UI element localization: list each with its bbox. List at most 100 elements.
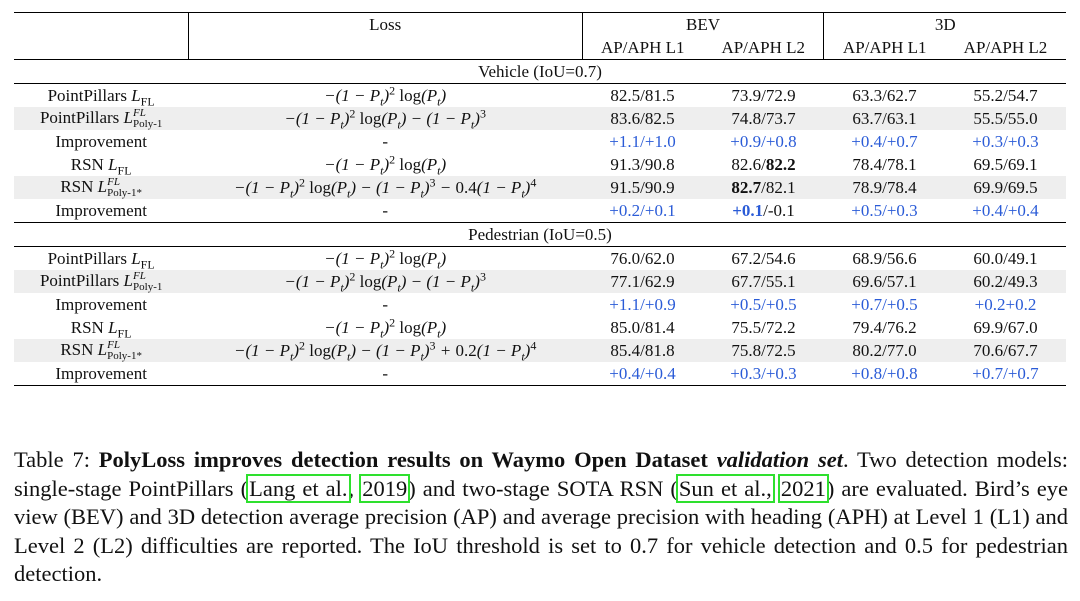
value-cell: +0.4/+0.4 (582, 362, 703, 386)
table-row: PointPillars LFL −(1 − Pt)2 log(Pt) 82.5… (14, 83, 1066, 109)
value-cell: 63.3/62.7 (852, 86, 917, 105)
loss-cell: −(1 − Pt)2 log(Pt) (324, 83, 447, 109)
section-header-row: Vehicle (IoU=0.7) (14, 59, 1066, 84)
caption-text: ) and two-stage SOTA RSN ( (408, 475, 678, 501)
header-loss: Loss (188, 12, 583, 36)
value-cell: +0.1/-0.1 (732, 201, 795, 220)
value-cell: +0.9/+0.8 (730, 132, 797, 151)
value-cell: 69.6/57.1 (852, 272, 917, 291)
model-cell: PointPillars L FL Poly-1 (39, 107, 163, 130)
citation-link[interactable]: Sun et al., (675, 473, 775, 503)
value-cell: 91.5/90.9 (610, 178, 675, 197)
section-title: Vehicle (IoU=0.7) (14, 59, 1066, 84)
model-cell: Improvement (55, 201, 147, 220)
value-cell: 75.8/72.5 (731, 341, 796, 360)
citation-link[interactable]: 2019 (359, 473, 411, 503)
value-cell: 68.9/56.6 (852, 249, 917, 268)
table-row: RSN L FL Poly-1* −(1 − Pt)2 log(Pt) − (1 −… (14, 176, 1066, 199)
value-cell: +0.8/+0.8 (823, 362, 945, 386)
model-cell: RSN L FL Poly-1* (60, 339, 142, 362)
value-cell: +1.1/+1.0 (609, 132, 676, 151)
table-row: Improvement - +0.4/+0.4 +0.3/+0.3 +0.8/+… (14, 362, 1066, 386)
model-cell: Improvement (14, 362, 189, 386)
header-3d: 3D (823, 12, 1066, 36)
citation-link[interactable]: 2021 (777, 473, 829, 503)
value-cell: 63.7/63.1 (852, 109, 917, 128)
table-row: Improvement - +1.1/+0.9 +0.5/+0.5 +0.7/+… (14, 293, 1066, 316)
loss-cell: - (188, 362, 583, 386)
header-model-cell (14, 12, 189, 36)
value-cell: 73.9/72.9 (731, 86, 796, 105)
model-cell: PointPillars L FL Poly-1 (39, 270, 163, 293)
header-row-2: AP/APH L1 AP/APH L2 AP/APH L1 AP/APH L2 (14, 36, 1066, 60)
value-cell: +1.1/+0.9 (609, 295, 676, 314)
value-cell: +0.2+0.2 (974, 295, 1037, 314)
value-cell: 69.5/69.1 (973, 155, 1038, 174)
value-cell: 70.6/67.7 (973, 341, 1038, 360)
value-cell: 82.7/82.1 (731, 178, 796, 197)
header-bev: BEV (582, 12, 825, 36)
value-cell: 69.9/67.0 (973, 318, 1038, 337)
loss-cell: - (382, 201, 388, 220)
table-row: PointPillars L FL Poly-1 −(1 − Pt)2 log(Pt… (14, 107, 1066, 130)
loss-cell: −(1 − Pt)2 log(Pt) − (1 − Pt)3 − 0.4(1 −… (233, 175, 537, 201)
value-cell: 82.5/81.5 (610, 86, 675, 105)
header-sub: AP/APH L2 (703, 36, 825, 60)
loss-cell: - (382, 295, 388, 314)
table-row: PointPillars L FL Poly-1 −(1 − Pt)2 log(Pt… (14, 270, 1066, 293)
value-cell: 55.2/54.7 (973, 86, 1038, 105)
model-cell: RSN L FL Poly-1* (60, 176, 142, 199)
loss-cell: - (382, 132, 388, 151)
value-cell: 78.4/78.1 (852, 155, 917, 174)
caption-bold-italic: validation set (716, 447, 843, 472)
value-cell: +0.5/+0.3 (851, 201, 918, 220)
loss-cell: −(1 − Pt)2 log(Pt) − (1 − Pt)3 + 0.2(1 −… (233, 338, 537, 364)
loss-cell: −(1 − Pt)2 log(Pt) − (1 − Pt)3 (284, 269, 486, 295)
value-cell: 79.4/76.2 (852, 318, 917, 337)
value-cell: 60.2/49.3 (973, 272, 1038, 291)
model-cell: Improvement (55, 132, 147, 151)
table-row: Improvement - +1.1/+1.0 +0.9/+0.8 +0.4/+… (14, 130, 1066, 153)
model-cell: PointPillars LFL (47, 249, 155, 272)
value-cell: 85.4/81.8 (610, 341, 675, 360)
value-cell: 85.0/81.4 (610, 318, 675, 337)
value-cell: +0.5/+0.5 (730, 295, 797, 314)
value-cell: 77.1/62.9 (610, 272, 675, 291)
value-cell: 78.9/78.4 (852, 178, 917, 197)
value-cell: +0.3/+0.3 (972, 132, 1039, 151)
value-cell: 91.3/90.8 (610, 155, 675, 174)
citation-link[interactable]: Lang et al. (246, 473, 351, 503)
value-cell: +0.2/+0.1 (609, 201, 676, 220)
model-cell: PointPillars LFL (47, 86, 155, 109)
value-cell: 67.2/54.6 (731, 249, 796, 268)
value-cell: +0.4/+0.4 (972, 201, 1039, 220)
caption-bold: PolyLoss improves detection results on W… (98, 447, 717, 472)
section-title: Pedestrian (IoU=0.5) (14, 222, 1066, 247)
value-cell: 80.2/77.0 (852, 341, 917, 360)
caption-text: ) are evaluated. Bird’s eye view (BEV) a… (14, 475, 1069, 587)
value-cell: 75.5/72.2 (731, 318, 796, 337)
value-cell: +0.7/+0.5 (851, 295, 918, 314)
results-table: Loss BEV 3D AP/APH L1 AP/APH L2 AP/APH L… (14, 12, 1066, 386)
model-cell: RSN LFL (70, 318, 132, 341)
header-row-1: Loss BEV 3D (14, 12, 1066, 36)
caption-label: Table 7: (14, 447, 99, 472)
loss-cell: −(1 − Pt)2 log(Pt) (324, 152, 447, 178)
header-sub: AP/APH L2 (963, 38, 1048, 57)
section-header-row: Pedestrian (IoU=0.5) (14, 222, 1066, 247)
value-cell: 67.7/55.1 (731, 272, 796, 291)
value-cell: 82.6/82.2 (731, 155, 796, 174)
value-cell: 74.8/73.7 (731, 109, 796, 128)
table-row: PointPillars LFL −(1 − Pt)2 log(Pt) 76.0… (14, 246, 1066, 272)
model-cell: RSN LFL (70, 155, 132, 178)
header-sub: AP/APH L1 (842, 38, 927, 57)
value-cell: +0.7/+0.7 (944, 362, 1066, 386)
loss-cell: −(1 − Pt)2 log(Pt) (324, 246, 447, 272)
table-caption: Table 7: PolyLoss improves detection res… (14, 447, 1069, 587)
table-row: RSN LFL −(1 − Pt)2 log(Pt) 85.0/81.4 75.… (14, 316, 1066, 339)
header-sub: AP/APH L1 (600, 38, 685, 57)
caption-text: . Two detection models: single-stage Poi… (14, 447, 1069, 501)
table-row: RSN L FL Poly-1* −(1 − Pt)2 log(Pt) − (1 −… (14, 339, 1066, 362)
value-cell: 83.6/82.5 (610, 109, 675, 128)
